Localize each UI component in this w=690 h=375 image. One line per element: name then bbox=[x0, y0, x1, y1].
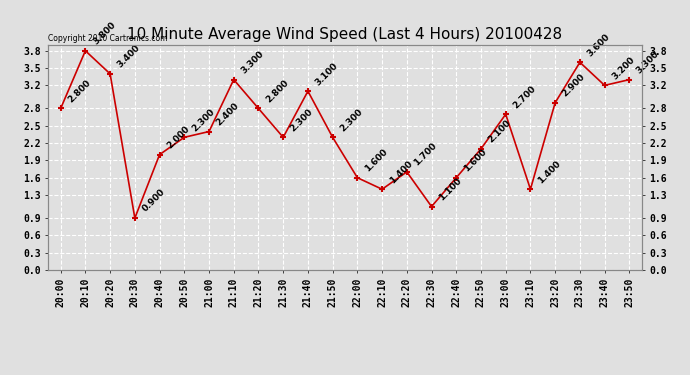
Text: 2.900: 2.900 bbox=[561, 72, 587, 99]
Text: 1.600: 1.600 bbox=[363, 147, 389, 174]
Text: 2.100: 2.100 bbox=[486, 118, 513, 145]
Text: 1.600: 1.600 bbox=[462, 147, 488, 174]
Text: 2.300: 2.300 bbox=[190, 107, 216, 133]
Text: 3.600: 3.600 bbox=[585, 32, 612, 58]
Text: 2.400: 2.400 bbox=[215, 101, 241, 128]
Text: 2.800: 2.800 bbox=[66, 78, 92, 104]
Title: 10 Minute Average Wind Speed (Last 4 Hours) 20100428: 10 Minute Average Wind Speed (Last 4 Hou… bbox=[128, 27, 562, 42]
Text: 2.300: 2.300 bbox=[288, 107, 315, 133]
Text: 2.300: 2.300 bbox=[338, 107, 364, 133]
Text: 0.900: 0.900 bbox=[140, 188, 167, 214]
Text: 3.200: 3.200 bbox=[610, 55, 636, 81]
Text: 1.100: 1.100 bbox=[437, 176, 464, 203]
Text: 3.800: 3.800 bbox=[91, 20, 117, 46]
Text: 2.800: 2.800 bbox=[264, 78, 290, 104]
Text: Copyright 2010 Cartronics.com: Copyright 2010 Cartronics.com bbox=[48, 34, 168, 43]
Text: 3.400: 3.400 bbox=[116, 44, 142, 70]
Text: 2.000: 2.000 bbox=[165, 124, 191, 150]
Text: 1.400: 1.400 bbox=[536, 159, 562, 185]
Text: 2.700: 2.700 bbox=[511, 84, 538, 110]
Text: 1.400: 1.400 bbox=[388, 159, 414, 185]
Text: 3.300: 3.300 bbox=[239, 49, 266, 75]
Text: 3.300: 3.300 bbox=[635, 49, 661, 75]
Text: 3.100: 3.100 bbox=[313, 61, 339, 87]
Text: 1.700: 1.700 bbox=[413, 141, 439, 168]
